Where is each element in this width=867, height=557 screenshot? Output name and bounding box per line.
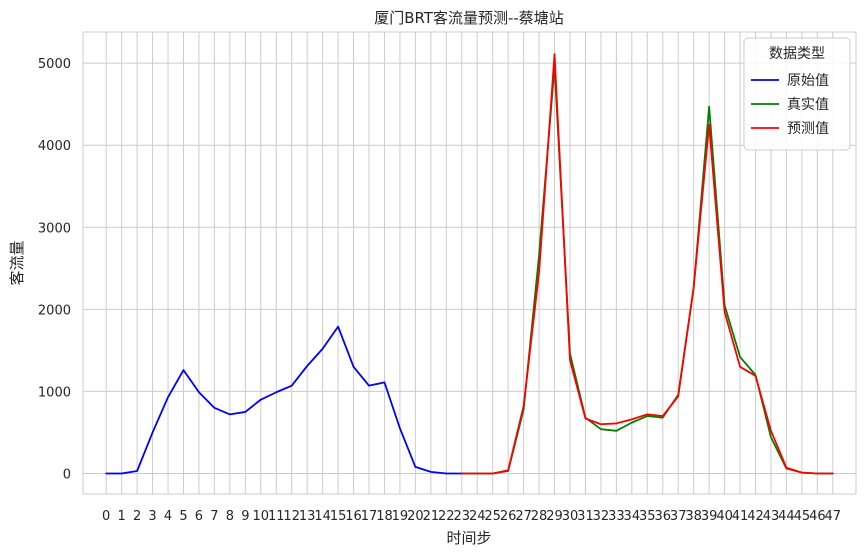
x-tick-label: 3: [148, 509, 156, 524]
x-tick-label: 41: [732, 509, 749, 524]
y-tick-label: 2000: [38, 303, 71, 318]
plot-frame: [82, 31, 857, 495]
x-tick-label: 2: [133, 509, 141, 524]
y-tick-labels: 0 1000 2000 3000 4000 5000: [38, 57, 71, 482]
x-tick-label: 14: [314, 509, 331, 524]
y-tick-label: 1000: [38, 385, 71, 400]
x-tick-label: 26: [500, 509, 517, 524]
x-tick-label: 44: [778, 509, 795, 524]
x-tick-label: 8: [226, 509, 234, 524]
x-tick-label: 29: [546, 509, 563, 524]
x-tick-label: 43: [763, 509, 780, 524]
chart-title: 厦门BRT客流量预测--蔡塘站: [374, 9, 564, 27]
series-line: [105, 325, 463, 475]
legend-label: 预测值: [787, 121, 829, 137]
x-tick-label: 20: [407, 509, 424, 524]
y-tick-label: 3000: [38, 221, 71, 236]
x-tick-label: 37: [670, 509, 687, 524]
x-tick-label: 31: [577, 509, 594, 524]
x-tick-label: 38: [685, 509, 702, 524]
x-tick-label: 13: [299, 509, 316, 524]
series-line: [460, 53, 834, 475]
x-tick-label: 35: [639, 509, 656, 524]
plot-area: [83, 32, 856, 494]
x-tick-label: 30: [562, 509, 579, 524]
x-tick-label: 24: [469, 509, 486, 524]
x-tick-label: 5: [179, 509, 187, 524]
x-tick-label: 21: [423, 509, 440, 524]
x-tick-label: 11: [268, 509, 285, 524]
x-tick-label: 25: [484, 509, 501, 524]
legend-box: [743, 37, 851, 151]
x-tick-label: 36: [654, 509, 671, 524]
x-tick-label: 15: [330, 509, 347, 524]
x-tick-label: 19: [392, 509, 409, 524]
series-layer: [105, 53, 834, 475]
x-tick-label: 22: [438, 509, 455, 524]
x-tick-label: 47: [825, 509, 842, 524]
x-tick-label: 6: [195, 509, 203, 524]
y-tick-label: 5000: [38, 57, 71, 72]
x-tick-label: 12: [283, 509, 300, 524]
x-tick-label: 28: [531, 509, 548, 524]
x-tick-label: 40: [716, 509, 733, 524]
x-tick-label: 18: [376, 509, 393, 524]
x-tick-label: 34: [624, 509, 641, 524]
x-tick-label: 17: [361, 509, 378, 524]
x-tick-label: 27: [515, 509, 532, 524]
y-axis-label: 客流量: [8, 240, 26, 285]
x-tick-label: 39: [701, 509, 718, 524]
x-tick-label: 10: [253, 509, 270, 524]
x-tick-label: 32: [593, 509, 610, 524]
x-tick-label: 23: [453, 509, 470, 524]
y-tick-label: 4000: [38, 139, 71, 154]
y-tick-label: 0: [63, 467, 71, 482]
x-axis-label: 时间步: [446, 529, 491, 547]
x-tick-label: 7: [210, 509, 218, 524]
x-tick-label: 0: [102, 509, 110, 524]
x-tick-label: 16: [345, 509, 362, 524]
x-tick-labels: 0 1 2 3 4 5 6 7 8 9 101112131415161718192021222324…: [102, 509, 841, 524]
x-tick-label: 4: [164, 509, 172, 524]
x-tick-label: 42: [747, 509, 764, 524]
x-tick-label: 45: [794, 509, 811, 524]
legend-title: 数据类型: [769, 46, 825, 62]
legend-label: 真实值: [787, 97, 829, 113]
x-tick-label: 9: [241, 509, 249, 524]
x-tick-label: 1: [118, 509, 126, 524]
x-tick-label: 46: [809, 509, 826, 524]
legend-label: 原始值: [787, 73, 829, 89]
x-tick-label: 33: [608, 509, 625, 524]
